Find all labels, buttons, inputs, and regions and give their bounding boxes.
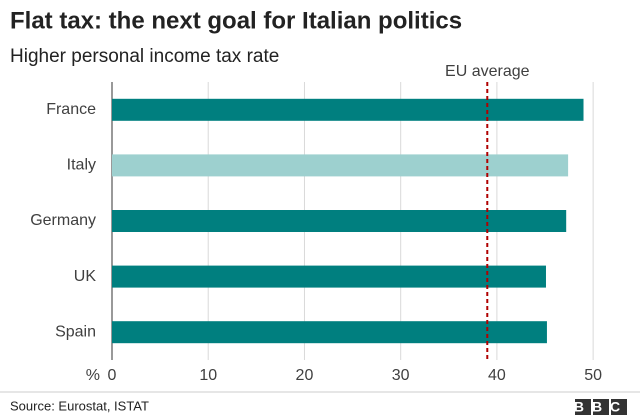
y-tick-label: Italy: [67, 157, 96, 174]
bar: [112, 154, 569, 177]
source: Source: Eurostat, ISTAT: [10, 398, 149, 413]
y-tick-label: France: [46, 101, 96, 118]
chart-subtitle: Higher personal income tax rate: [10, 46, 279, 67]
x-tick-label: 50: [584, 367, 602, 384]
y-tick-label: Spain: [55, 323, 96, 340]
y-tick-label: Germany: [30, 212, 96, 229]
x-tick-label: 10: [199, 367, 217, 384]
x-tick-label: 40: [488, 367, 506, 384]
logo: BBC: [574, 399, 628, 415]
y-tick-label: UK: [74, 268, 97, 285]
bar: [112, 98, 584, 121]
x-unit: %: [86, 367, 100, 384]
reference-label: EU average: [445, 63, 530, 80]
bar: [112, 265, 546, 288]
bar: [112, 321, 547, 344]
chart-title: Flat tax: the next goal for Italian poli…: [10, 7, 462, 34]
x-tick-label: 20: [296, 367, 314, 384]
logo-box: [593, 399, 609, 415]
logo-box: [575, 399, 591, 415]
x-tick-label: 30: [392, 367, 410, 384]
bar: [112, 210, 567, 232]
logo-box: [611, 399, 627, 415]
x-tick-label: 0: [108, 367, 117, 384]
